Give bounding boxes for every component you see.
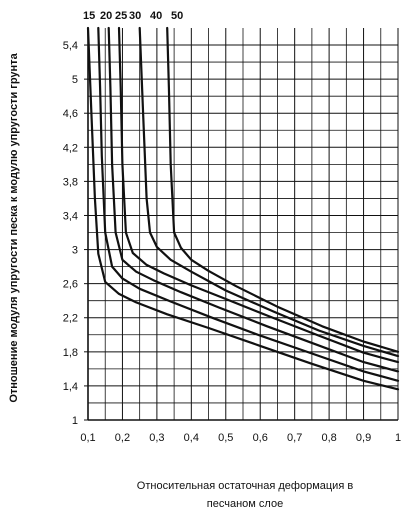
y-tick-label: 3 <box>72 245 78 257</box>
chart-svg: 0,1 0,2 0,3 0,4 0,5 0,6 0,7 0,8 0,9 1 1 1,4 1,8 2,2 2,… <box>8 10 401 444</box>
series-layer <box>86 26 400 391</box>
x-tick-label: 0,8 <box>321 432 336 444</box>
x-tick-label: 0,1 <box>80 432 95 444</box>
y-axis-label: Отношение модуля упругости песка к модул… <box>8 52 20 402</box>
series-line-15 <box>86 26 400 391</box>
y-tick-label: 4,6 <box>63 108 78 120</box>
series-label-50: 50 <box>171 10 183 22</box>
tick-labels: 0,1 0,2 0,3 0,4 0,5 0,6 0,7 0,8 0,9 1 1 1,4 1,8 2,2 2,… <box>63 40 401 444</box>
series-line-50 <box>166 26 400 353</box>
series-label-25: 25 <box>115 10 127 22</box>
x-tick-label: 0,2 <box>115 432 130 444</box>
series-label-20: 20 <box>100 10 112 22</box>
y-tick-label: 5,4 <box>63 40 78 52</box>
y-tick-label: 2,2 <box>63 313 78 325</box>
y-tick-label: 4,2 <box>63 142 78 154</box>
y-tick-label: 1 <box>72 415 78 427</box>
y-tick-label: 5 <box>72 74 78 86</box>
series-labels: 15 20 25 30 40 50 <box>83 10 183 22</box>
x-axis-label-line-2: песчаном слое <box>206 498 284 510</box>
series-label-15: 15 <box>83 10 95 22</box>
series-label-30: 30 <box>129 10 141 22</box>
series-line-20 <box>97 26 400 382</box>
series-line-30 <box>117 26 400 364</box>
y-tick-label: 3,4 <box>63 210 78 222</box>
x-tick-label: 0,6 <box>253 432 268 444</box>
x-tick-label: 0,4 <box>184 432 199 444</box>
x-tick-label: 0,3 <box>149 432 164 444</box>
x-tick-label: 1 <box>395 432 401 444</box>
series-line-25 <box>107 26 400 373</box>
x-tick-label: 0,7 <box>287 432 302 444</box>
x-axis-label-line-1: Относительная остаточная деформация в <box>136 480 354 492</box>
y-tick-label: 1,4 <box>63 381 78 393</box>
x-tick-label: 0,5 <box>218 432 233 444</box>
grid <box>84 28 399 421</box>
y-tick-label: 3,8 <box>63 176 78 188</box>
y-tick-label: 2,6 <box>63 279 78 291</box>
series-line-40 <box>138 26 400 358</box>
y-tick-label: 1,8 <box>63 347 78 359</box>
x-tick-label: 0,9 <box>356 432 371 444</box>
series-label-40: 40 <box>150 10 162 22</box>
